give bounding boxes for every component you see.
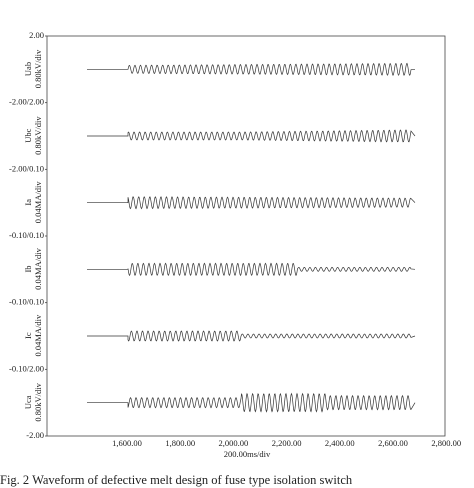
panel-label: Ib — [23, 265, 33, 272]
panel-label: Ubc — [23, 128, 33, 142]
panel-scale: 0.80kV/div — [33, 49, 43, 88]
panel-label: Uca — [23, 395, 33, 409]
y-boundary-label: -0.10/0.10 — [9, 297, 44, 307]
panel-label: Ia — [23, 199, 33, 206]
panel-scale: 0.80kV/div — [33, 116, 43, 155]
waveform — [87, 392, 416, 413]
x-tick-label: 2,000.00 — [219, 438, 249, 448]
panel-scale: 0.80kV/div — [33, 382, 43, 421]
x-tick-label: 2,200.00 — [272, 438, 302, 448]
plot-frame — [46, 35, 446, 437]
waveform — [87, 196, 416, 210]
y-boundary-label: -0.10/0.10 — [9, 230, 44, 240]
x-tick-label: 1,800.00 — [165, 438, 195, 448]
x-tick-label: 2,400.00 — [325, 438, 355, 448]
waveform — [87, 330, 416, 342]
y-boundary-label: -2.00/2.00 — [9, 97, 44, 107]
x-tick-label: 2,600.00 — [378, 438, 408, 448]
x-axis-label: 200.00ms/div — [224, 449, 271, 459]
panel-scale: 0.04MA/div — [33, 247, 43, 290]
waveform — [87, 262, 416, 277]
x-tick-label: 1,600.00 — [112, 438, 142, 448]
x-tick-label: 2,800.00 — [431, 438, 461, 448]
waveform — [87, 62, 416, 76]
y-boundary-label: -0.10/2.00 — [9, 363, 44, 373]
y-boundary-label: 2.00 — [29, 30, 44, 40]
panel-label: Uab — [23, 62, 33, 76]
y-boundary-label: -2.00/0.10 — [9, 163, 44, 173]
y-boundary-label: -2.00 — [26, 430, 44, 440]
panel-scale: 0.04MA/div — [33, 181, 43, 224]
caption: Fig. 2 Waveform of defective melt design… — [0, 473, 353, 487]
waveform — [87, 129, 416, 143]
panel-scale: 0.04MA/div — [33, 314, 43, 357]
panel-label: Ic — [23, 332, 33, 339]
